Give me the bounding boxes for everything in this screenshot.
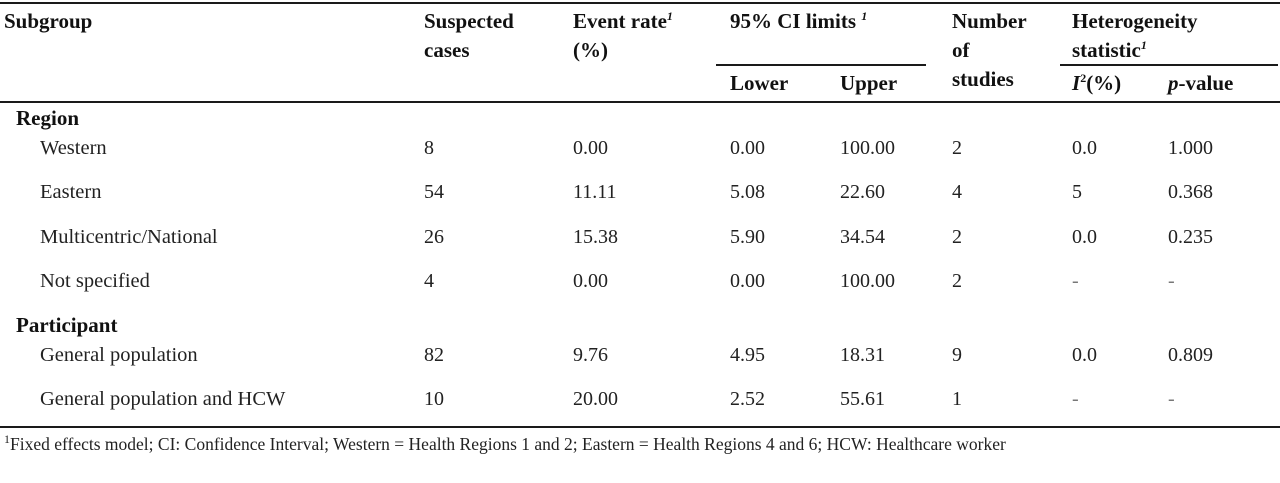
- header-pvalue-rest: -value: [1178, 71, 1234, 95]
- section-label-region: Region: [16, 106, 79, 130]
- header-i2-i: I: [1072, 71, 1081, 95]
- row-not-specified-subgroup: Not specified: [40, 270, 150, 292]
- row-eastern-i2: 5: [1072, 181, 1082, 203]
- row-not-specified-studies: 2: [952, 270, 962, 292]
- header-hetero-line2: statistic1: [1072, 38, 1147, 62]
- row-general-population-subgroup: General population: [40, 344, 198, 366]
- header-event-rate: Event rate1: [573, 9, 673, 33]
- header-pvalue: p-value: [1168, 73, 1233, 94]
- row-general-population-hcw-subgroup: General population and HCW: [40, 388, 286, 410]
- row-not-specified-upper: 100.00: [840, 270, 895, 292]
- row-eastern-subgroup: Eastern: [40, 181, 102, 203]
- header-studies-line2: of: [952, 38, 970, 62]
- footnote-text: Fixed effects model; CI: Confidence Inte…: [10, 434, 1006, 454]
- row-general-population-hcw-cases: 10: [424, 388, 444, 410]
- row-general-population-hcw-p: -: [1168, 388, 1175, 410]
- row-multicentric-rate: 15.38: [573, 226, 618, 248]
- header-event-rate-unit: (%): [573, 38, 608, 62]
- row-general-population-p: 0.809: [1168, 344, 1213, 366]
- header-hetero-line1: Heterogeneity: [1072, 9, 1198, 33]
- row-eastern-rate: 11.11: [573, 181, 617, 203]
- row-general-population-hcw-rate: 20.00: [573, 388, 618, 410]
- hetero-subheader-rule: [1060, 64, 1278, 66]
- row-multicentric-studies: 2: [952, 226, 962, 248]
- header-i2: I2(%): [1072, 71, 1122, 95]
- row-general-population-cases: 82: [424, 344, 444, 366]
- row-eastern-studies: 4: [952, 181, 962, 203]
- row-multicentric-cases: 26: [424, 226, 444, 248]
- row-western-upper: 100.00: [840, 137, 895, 159]
- row-western-p: 1.000: [1168, 137, 1213, 159]
- row-eastern-cases: 54: [424, 181, 444, 203]
- header-studies-line1: Number: [952, 9, 1027, 33]
- row-general-population-hcw-studies: 1: [952, 388, 962, 410]
- row-general-population-hcw-i2: -: [1072, 388, 1079, 410]
- header-lower: Lower: [730, 71, 789, 95]
- table-footnote: 1Fixed effects model; CI: Confidence Int…: [4, 432, 1272, 456]
- row-not-specified-rate: 0.00: [573, 270, 608, 292]
- row-general-population-hcw-upper: 55.61: [840, 388, 885, 410]
- header-ci-sup: 1: [861, 9, 868, 23]
- row-multicentric-lower: 5.90: [730, 226, 765, 248]
- row-western-lower: 0.00: [730, 137, 765, 159]
- header-subgroup: Subgroup: [4, 9, 93, 33]
- header-upper: Upper: [840, 71, 898, 95]
- row-eastern-p: 0.368: [1168, 181, 1213, 203]
- header-suspected-line2: cases: [424, 38, 470, 62]
- row-not-specified-p: -: [1168, 270, 1175, 292]
- top-rule: [0, 2, 1280, 4]
- row-general-population-hcw-lower: 2.52: [730, 388, 765, 410]
- row-western-subgroup: Western: [40, 137, 107, 159]
- row-general-population-lower: 4.95: [730, 344, 765, 366]
- header-i2-sup: 2: [1080, 71, 1087, 85]
- header-ci-text: 95% CI limits: [730, 9, 862, 33]
- row-multicentric-subgroup: Multicentric/National: [40, 226, 218, 248]
- row-eastern-upper: 22.60: [840, 181, 885, 203]
- header-hetero-sup: 1: [1140, 38, 1147, 52]
- header-event-rate-text: Event rate: [573, 9, 667, 33]
- header-suspected-line1: Suspected: [424, 9, 514, 33]
- row-eastern-lower: 5.08: [730, 181, 765, 203]
- row-multicentric-p: 0.235: [1168, 226, 1213, 248]
- header-i2-rest: (%): [1086, 71, 1122, 95]
- row-general-population-i2: 0.0: [1072, 344, 1097, 366]
- row-general-population-studies: 9: [952, 344, 962, 366]
- header-hetero-text: statistic: [1072, 38, 1141, 62]
- table-bottom-rule: [0, 426, 1280, 428]
- header-pvalue-p: p: [1168, 71, 1179, 95]
- row-western-studies: 2: [952, 137, 962, 159]
- ci-subheader-rule: [716, 64, 926, 66]
- section-label-participant: Participant: [16, 313, 118, 337]
- row-western-i2: 0.0: [1072, 137, 1097, 159]
- row-western-cases: 8: [424, 137, 434, 159]
- header-studies-line3: studies: [952, 67, 1014, 91]
- row-western-rate: 0.00: [573, 137, 608, 159]
- header-ci-limits: 95% CI limits 1: [730, 9, 868, 33]
- header-bottom-rule: [0, 101, 1280, 103]
- row-multicentric-i2: 0.0: [1072, 226, 1097, 248]
- row-not-specified-cases: 4: [424, 270, 434, 292]
- row-general-population-rate: 9.76: [573, 344, 608, 366]
- row-general-population-upper: 18.31: [840, 344, 885, 366]
- row-not-specified-lower: 0.00: [730, 270, 765, 292]
- row-not-specified-i2: -: [1072, 270, 1079, 292]
- header-event-rate-sup: 1: [666, 9, 673, 23]
- footnote-marker: 1: [4, 432, 10, 447]
- row-multicentric-upper: 34.54: [840, 226, 885, 248]
